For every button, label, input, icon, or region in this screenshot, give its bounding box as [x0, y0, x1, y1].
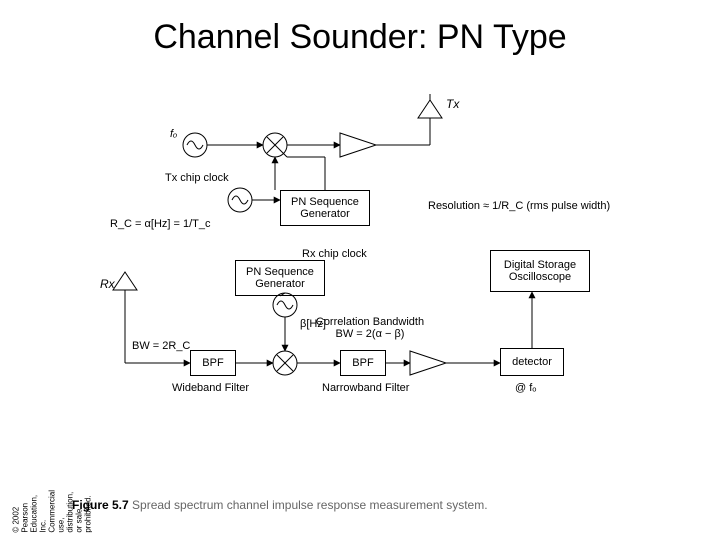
- detector-box: detector: [500, 348, 564, 376]
- label-rc: R_C = α[Hz] = 1/T_c: [110, 218, 211, 230]
- label-rx: Rx: [100, 278, 115, 291]
- label-at-fc: @ fₒ: [515, 382, 536, 394]
- bpf-narrowband: BPF: [340, 350, 386, 376]
- figure-caption: Figure 5.7 Spread spectrum channel impul…: [72, 498, 488, 512]
- pn-sequence-generator-tx: PN SequenceGenerator: [280, 190, 370, 226]
- label-resolution: Resolution ≈ 1/R_C (rms pulse width): [428, 200, 610, 212]
- label-tx: Tx: [446, 98, 459, 111]
- page-title: Channel Sounder: PN Type: [0, 18, 720, 57]
- figure-caption-text: Spread spectrum channel impulse response…: [132, 498, 488, 512]
- pn-sequence-generator-rx: PN SequenceGenerator: [235, 260, 325, 296]
- bpf-wideband: BPF: [190, 350, 236, 376]
- label-correlation-bandwidth: Correlation BandwidthBW = 2(α − β): [310, 316, 430, 340]
- label-rx-chip-clock: Rx chip clock: [302, 248, 367, 260]
- label-narrowband-filter: Narrowband Filter: [322, 382, 409, 394]
- oscilloscope-box: Digital StorageOscilloscope: [490, 250, 590, 292]
- label-wideband-filter: Wideband Filter: [172, 382, 249, 394]
- figure-number: Figure 5.7: [72, 498, 129, 512]
- label-fc: fₒ: [170, 128, 177, 140]
- label-bw: BW = 2R_C: [132, 340, 190, 352]
- block-diagram: PN SequenceGenerator PN SequenceGenerato…: [70, 90, 630, 470]
- label-tx-chip-clock: Tx chip clock: [165, 172, 229, 184]
